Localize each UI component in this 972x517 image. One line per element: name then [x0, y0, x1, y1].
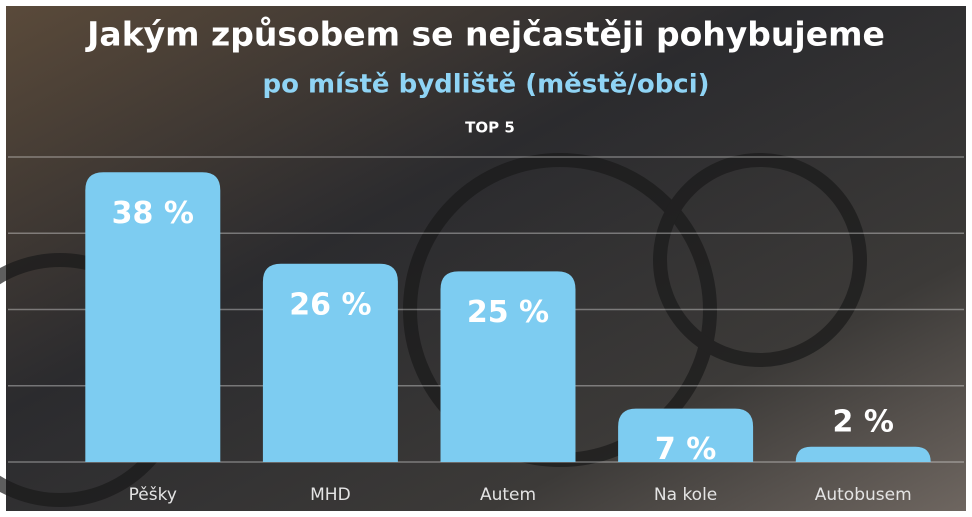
chart-subtitle: po místě bydliště (městě/obci) [262, 70, 709, 100]
chart: Jakým způsobem se nejčastěji pohybujeme … [0, 0, 972, 517]
x-tick-label: Autem [480, 485, 536, 505]
value-label: 26 % [289, 287, 371, 322]
value-label: 2 % [833, 404, 894, 439]
value-label: 25 % [467, 295, 549, 330]
annotation: TOP 5 [465, 119, 515, 137]
x-tick-label: MHD [310, 485, 351, 505]
bar [796, 447, 931, 462]
value-label: 7 % [655, 432, 716, 467]
x-tick-label: Autobusem [815, 485, 912, 505]
chart-title: Jakým způsobem se nejčastěji pohybujeme [85, 15, 885, 54]
x-tick-label: Pěšky [129, 485, 177, 505]
value-label: 38 % [112, 196, 194, 231]
x-tick-label: Na kole [654, 485, 717, 505]
